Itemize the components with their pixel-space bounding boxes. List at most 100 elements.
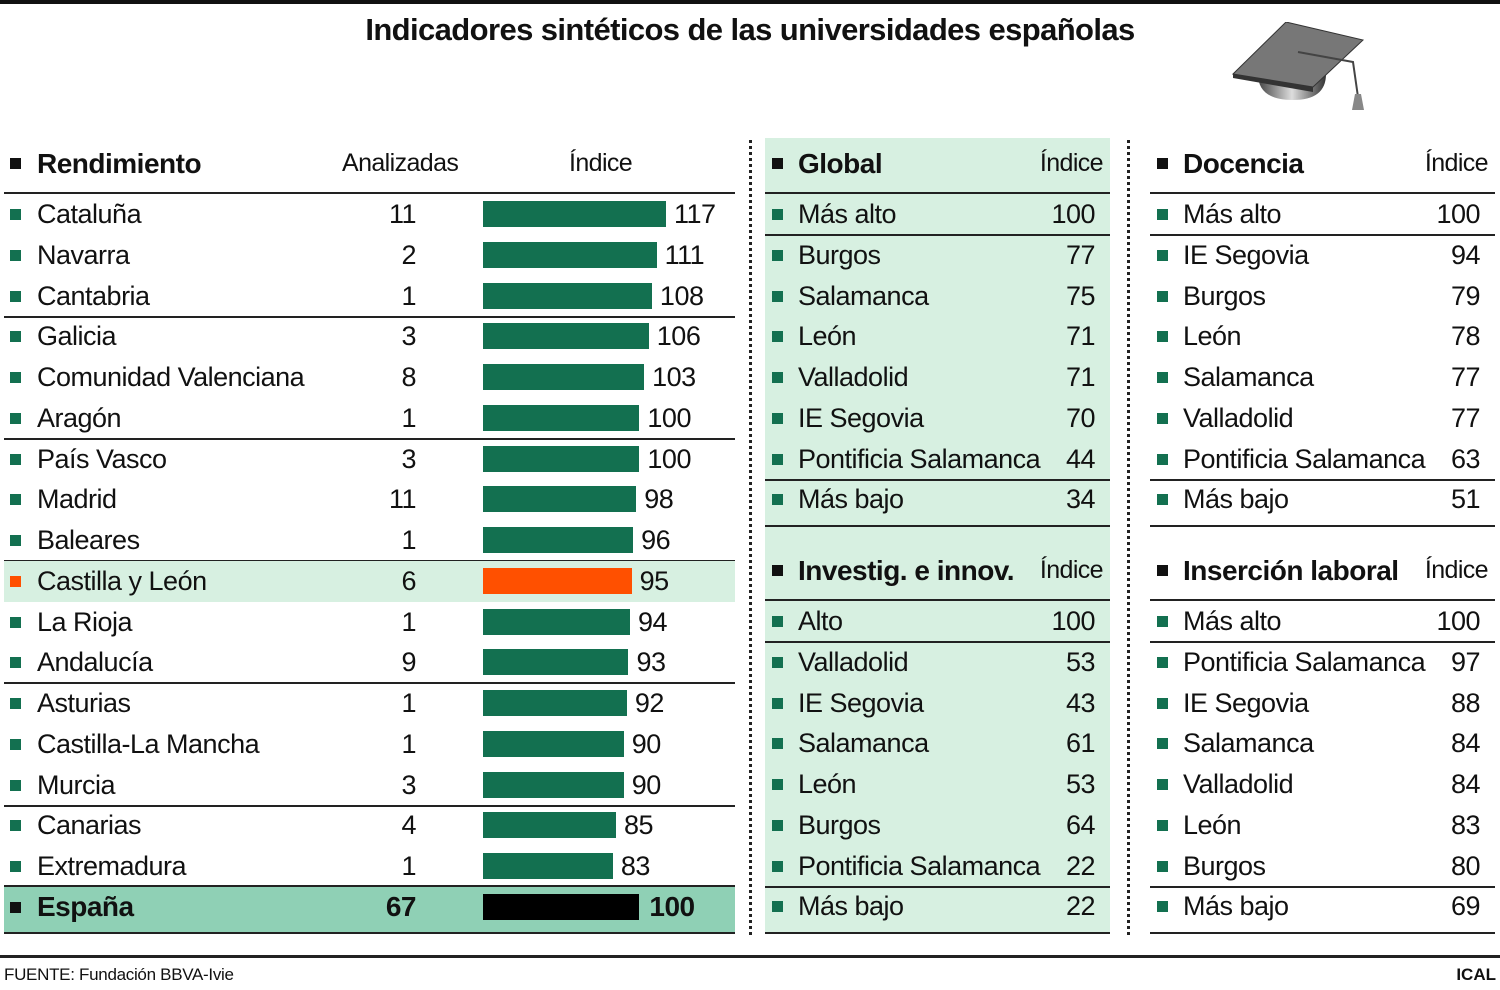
table-row-label: León — [798, 769, 857, 799]
bar-murcia — [483, 771, 624, 798]
table-row-value: 100 — [1436, 199, 1480, 229]
top-rule — [0, 0, 1500, 4]
region-label: Baleares — [37, 525, 140, 555]
table-row-value: 77 — [1450, 362, 1481, 392]
row-bullet — [772, 412, 783, 424]
table-title-docencia: Docencia — [1183, 148, 1304, 179]
analizadas-value: 1 — [401, 525, 416, 555]
row-bullet — [1157, 494, 1168, 506]
analizadas-value: 8 — [401, 362, 416, 392]
table-row-label: Salamanca — [1183, 362, 1314, 392]
column-separator — [1127, 140, 1130, 935]
table-header-rule — [765, 599, 1110, 601]
table-rule — [765, 885, 1110, 888]
region-label: Cataluña — [37, 199, 142, 229]
table-row-label: Más bajo — [798, 484, 904, 515]
table-row-label: Más alto — [1183, 199, 1282, 229]
row-bullet — [1157, 209, 1168, 220]
analizadas-value: 4 — [401, 810, 416, 841]
row-bullet — [1157, 249, 1168, 261]
row-bullet — [1157, 656, 1168, 668]
bar-extremadura — [483, 853, 613, 879]
table-bottom-rule — [1150, 932, 1495, 935]
table-title-investig-e-innov-: Investig. e innov. — [798, 555, 1015, 586]
group-rule — [4, 682, 735, 685]
row-bullet — [10, 779, 21, 791]
table-row-value: 80 — [1450, 850, 1481, 881]
table-row-label: Salamanca — [1183, 728, 1314, 759]
table-row-value: 64 — [1065, 809, 1096, 840]
table-row-value: 61 — [1065, 728, 1096, 759]
index-value: 96 — [641, 525, 671, 555]
row-bullet — [10, 372, 21, 383]
analizadas-value: 3 — [401, 443, 416, 474]
graduation-cap-icon — [1231, 22, 1365, 110]
table-row-label: IE Segovia — [1183, 687, 1309, 718]
table-row-label: Burgos — [1183, 280, 1266, 311]
analizadas-value: 1 — [401, 606, 416, 637]
table-row-label: Pontificia Salamanca — [798, 443, 1041, 474]
analizadas-value: 2 — [401, 239, 416, 270]
row-bullet — [1157, 779, 1168, 790]
bar-comunidad-valenciana — [483, 364, 645, 390]
bar-cataluña — [483, 201, 666, 227]
table-row-label: Salamanca — [798, 280, 929, 311]
table-row-value: 53 — [1065, 646, 1096, 677]
table-rule — [765, 641, 1110, 643]
table-row-value: 84 — [1450, 769, 1481, 799]
table-row-value: 71 — [1065, 321, 1096, 352]
table-row-value: 22 — [1065, 891, 1096, 922]
row-bullet — [772, 331, 783, 343]
column-header-indice: Índice — [569, 149, 633, 177]
table-row-label: Burgos — [798, 239, 881, 270]
row-bullet — [1157, 819, 1168, 831]
region-label: País Vasco — [37, 443, 167, 474]
row-bullet — [1157, 453, 1168, 465]
analizadas-value: 11 — [388, 199, 417, 229]
row-bullet — [772, 453, 783, 465]
table-row-value: 44 — [1065, 443, 1096, 474]
region-label: Cantabria — [37, 280, 150, 311]
region-label: Asturias — [37, 688, 131, 718]
row-bullet — [10, 535, 21, 546]
analizadas-value: 1 — [401, 402, 416, 433]
group-rule — [4, 437, 735, 440]
index-value: 108 — [659, 280, 704, 311]
table-rule — [1150, 234, 1495, 236]
row-bullet — [1157, 616, 1168, 627]
index-value: 117 — [674, 199, 716, 229]
table-row-label: Valladolid — [798, 362, 909, 392]
table-header-bullet — [1157, 565, 1168, 576]
table-row-label: Valladolid — [798, 646, 909, 677]
table-row-value: 71 — [1065, 362, 1096, 392]
analizadas-value: 1 — [401, 851, 416, 881]
table-row-value: 83 — [1450, 809, 1481, 840]
index-value: 95 — [639, 565, 670, 596]
table-row-value: 78 — [1450, 321, 1481, 352]
table-row-value: 53 — [1065, 769, 1096, 799]
table-row-label: Valladolid — [1183, 769, 1294, 799]
column-separator — [749, 140, 752, 935]
row-bullet — [10, 412, 21, 424]
table-row-label: Más alto — [1183, 606, 1282, 636]
region-label: Extremadura — [37, 851, 187, 881]
row-bullet — [10, 820, 21, 832]
index-value: 100 — [647, 443, 691, 474]
row-bullet — [1157, 738, 1168, 750]
table-row-value: 100 — [1051, 199, 1095, 229]
row-bullet — [772, 249, 783, 261]
row-bullet — [10, 657, 21, 669]
region-label: La Rioja — [37, 606, 133, 637]
table-row-value: 77 — [1065, 239, 1096, 270]
table-header-bullet — [772, 565, 783, 576]
region-label: Galicia — [37, 321, 117, 352]
total-analizadas: 67 — [385, 890, 417, 922]
row-bullet — [772, 819, 783, 831]
table-row-label: Más bajo — [798, 891, 904, 922]
table-row-value: 63 — [1450, 443, 1481, 474]
table-row-label: Pontificia Salamanca — [1183, 646, 1426, 677]
table-row-value: 22 — [1065, 850, 1096, 881]
bar-navarra — [483, 241, 657, 268]
analizadas-value: 1 — [401, 280, 416, 311]
bar-asturias — [483, 690, 627, 716]
